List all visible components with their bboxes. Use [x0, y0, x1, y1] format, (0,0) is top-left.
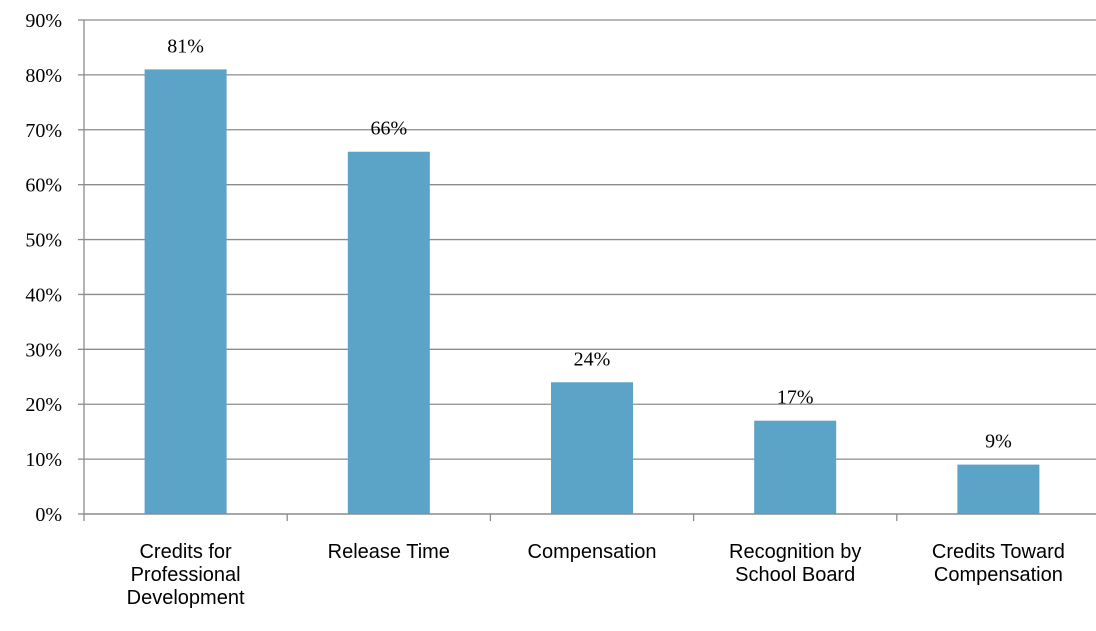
category-label-line: Professional [130, 564, 241, 586]
data-label: 24% [574, 348, 611, 370]
category-label-line: Credits for [139, 541, 232, 563]
category-label: Credits for Professional Development [86, 541, 286, 610]
category-label-line: School Board [735, 564, 856, 586]
bar [144, 69, 227, 515]
category-label-line: Credits Toward [931, 541, 1065, 563]
data-label: 17% [777, 387, 814, 409]
category-label: Recognition by School Board [695, 541, 895, 587]
bar [347, 151, 430, 514]
category-label-line: Recognition by [729, 541, 862, 563]
category-label-line: Release Time [327, 541, 450, 563]
gridlines [78, 19, 1096, 515]
y-tick-label: 20% [25, 394, 62, 416]
y-tick-label: 80% [25, 65, 62, 87]
y-tick-label: 10% [25, 449, 62, 471]
category-label: Release Time [289, 541, 489, 564]
bars [144, 69, 1040, 515]
y-tick-label: 0% [35, 504, 62, 526]
y-tick-label: 90% [25, 10, 62, 32]
bar [754, 420, 837, 514]
data-label: 9% [985, 431, 1012, 453]
data-label: 81% [167, 35, 204, 57]
x-axis [83, 513, 1096, 521]
data-label: 66% [370, 118, 407, 140]
category-label-line: Development [126, 587, 245, 609]
y-tick-label: 40% [25, 284, 62, 306]
bar [551, 382, 633, 514]
y-axis-tick-labels: 0% 10% 20% 30% 40% 50% 60% 70% 80% 90% [25, 10, 62, 526]
y-tick-label: 50% [25, 230, 62, 252]
category-label: Compensation [492, 541, 692, 564]
y-tick-label: 70% [25, 120, 62, 142]
category-label-line: Compensation [527, 541, 657, 563]
category-label-line: Compensation [933, 564, 1063, 586]
y-tick-label: 30% [25, 339, 62, 361]
data-labels: 81% 66% 24% 17% 9% [167, 35, 1011, 452]
y-tick-label: 60% [25, 175, 62, 197]
category-label: Credits Toward Compensation [898, 541, 1096, 587]
bar [957, 464, 1040, 514]
